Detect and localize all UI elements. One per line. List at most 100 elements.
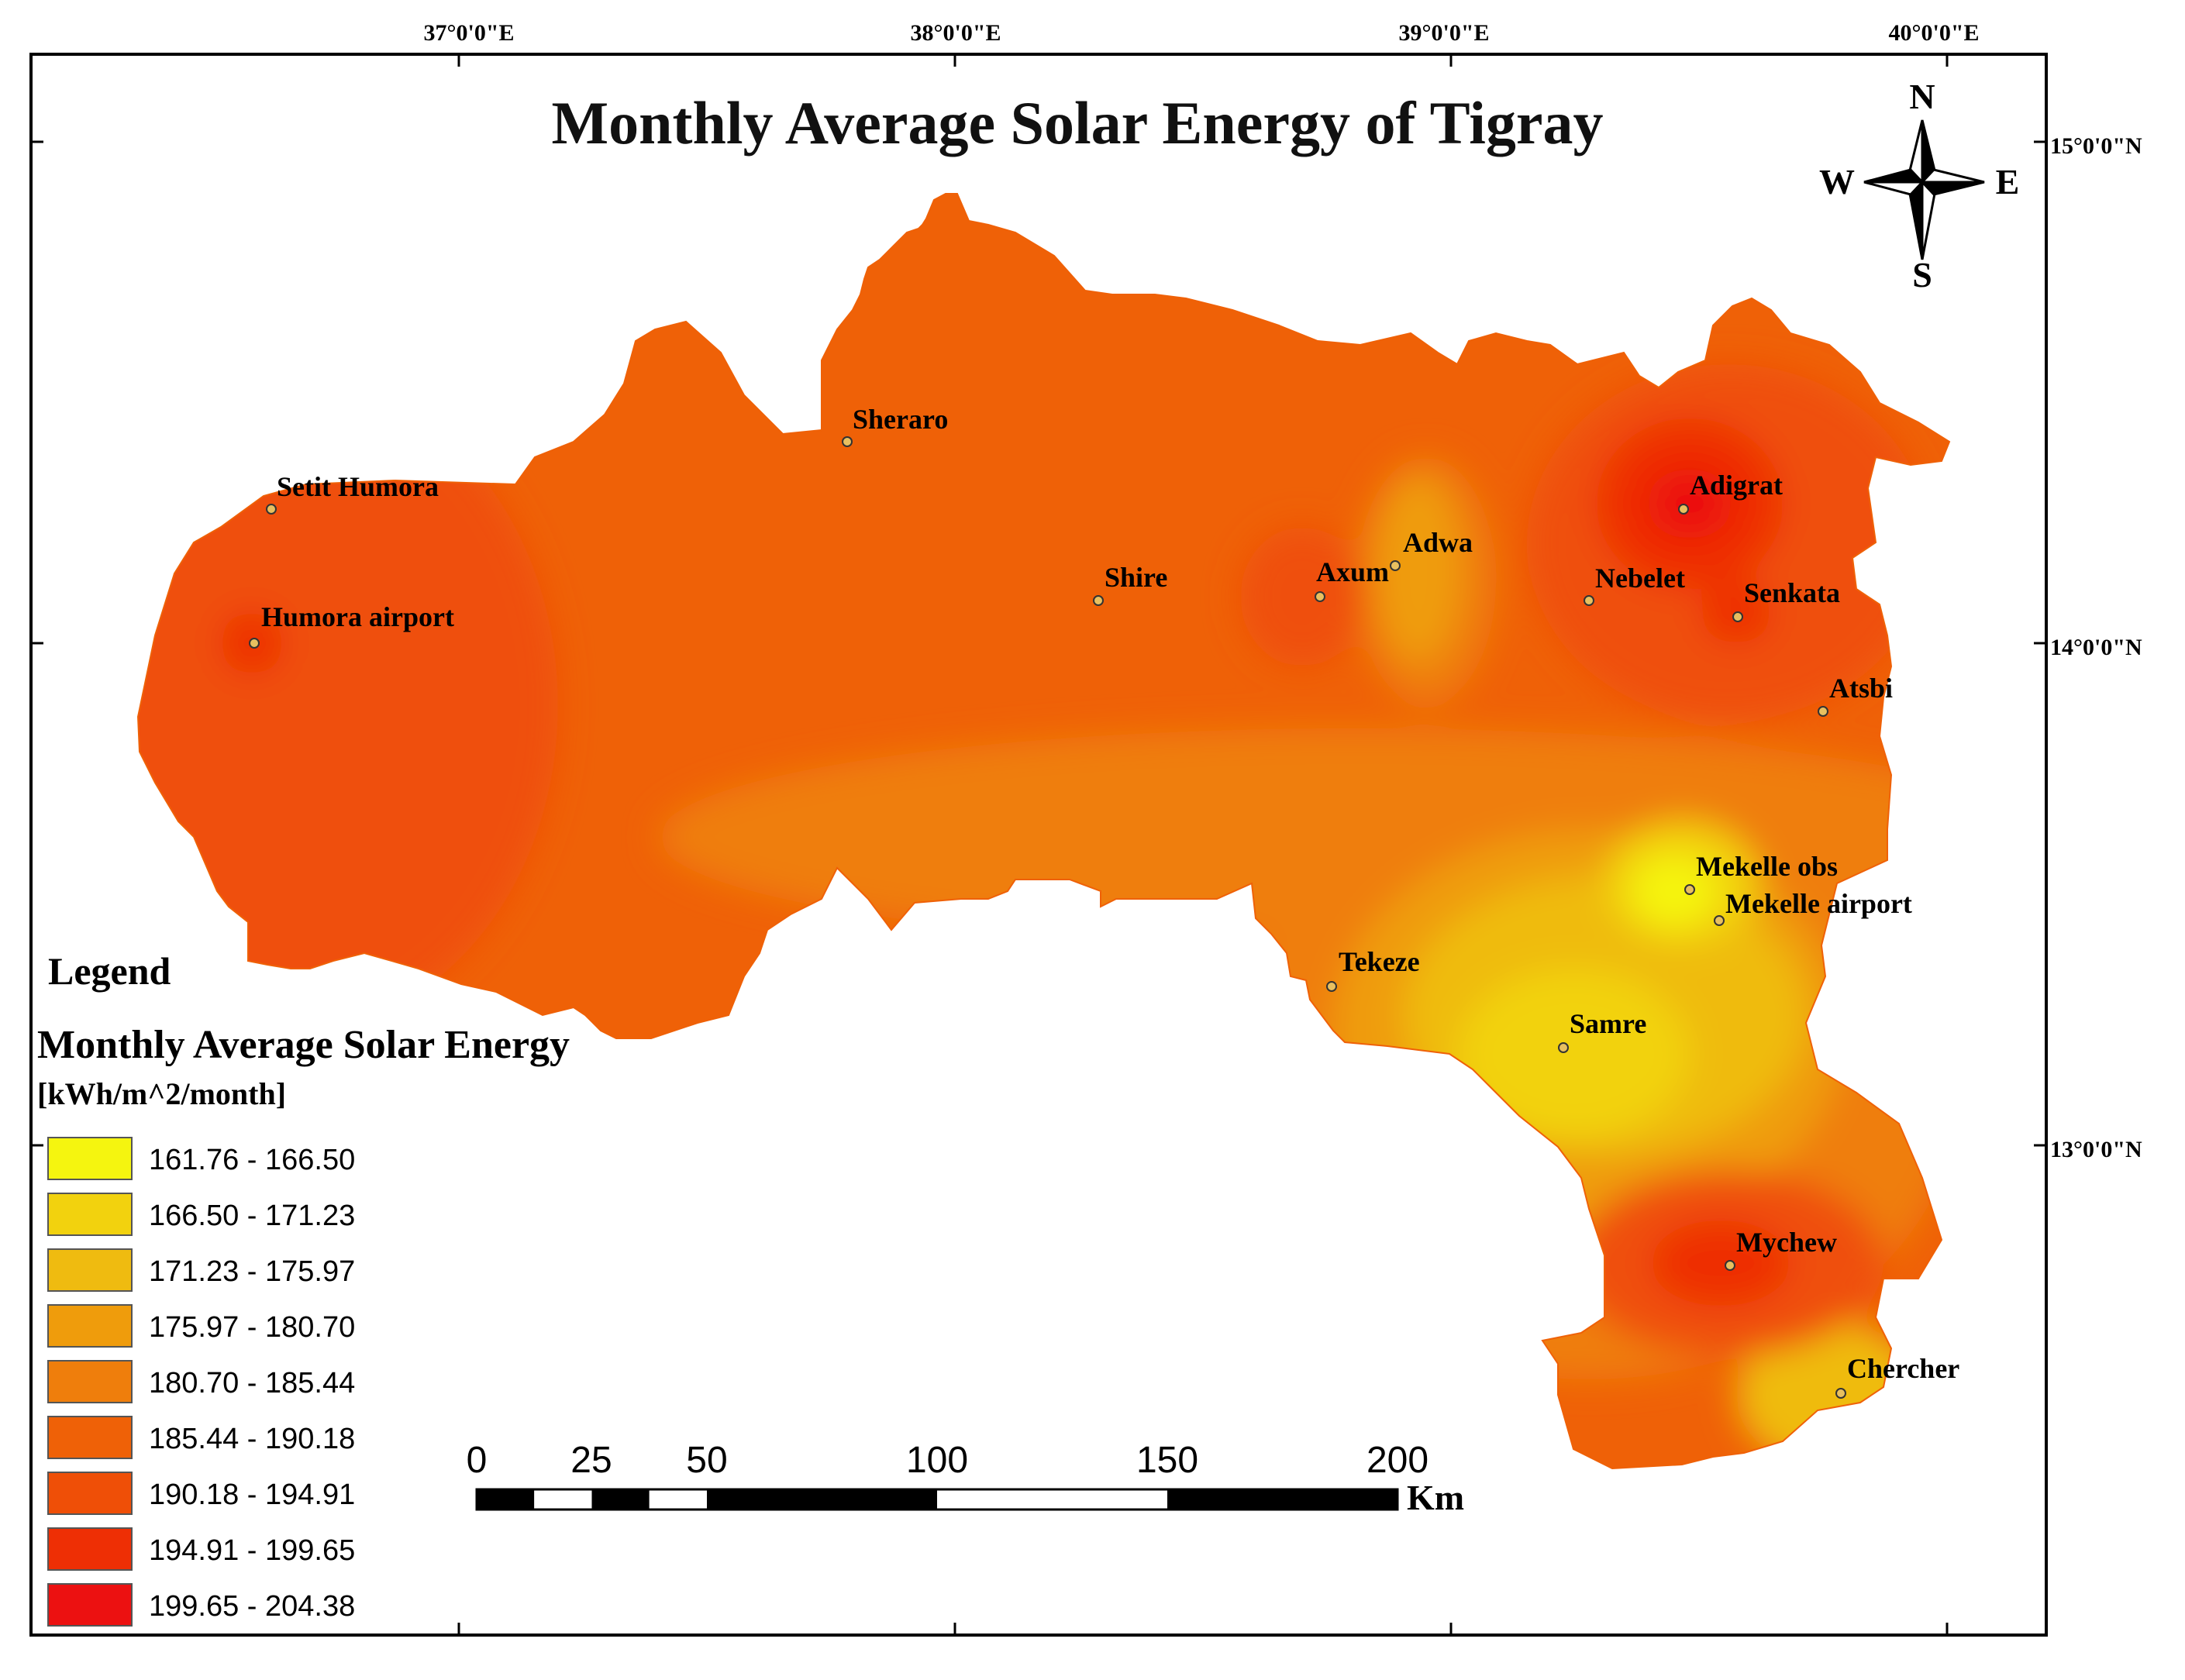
station-label: Tekeze [1339, 946, 1420, 977]
west-label: W [1819, 162, 1855, 201]
station-marker [1326, 981, 1337, 992]
south-label: S [1912, 255, 1932, 294]
lon-label-39: 39°0'0"E [1399, 20, 1490, 46]
map-title: Monthly Average Solar Energy of Tigray [551, 89, 1603, 157]
legend-unit: [kWh/m^2/month] [37, 1076, 286, 1111]
legend-swatch [47, 1527, 133, 1571]
station-label: Mychew [1736, 1227, 1837, 1258]
legend-swatch [47, 1193, 133, 1236]
legend-label: 180.70 - 185.44 [149, 1367, 355, 1399]
scale-unit: Km [1407, 1478, 1464, 1517]
station-marker [1714, 915, 1725, 926]
lat-label-15: 15°0'0"N [2050, 133, 2142, 159]
zone-199-204 [1647, 469, 1732, 539]
legend-label: 190.18 - 194.91 [149, 1479, 355, 1511]
station-marker [249, 638, 260, 649]
station-adigrat: Adigrat [1678, 470, 1783, 515]
station-adwa: Adwa [1390, 527, 1473, 571]
station-marker [1818, 706, 1828, 717]
legend-label: 194.91 - 199.65 [149, 1534, 355, 1567]
station-marker [1315, 591, 1325, 602]
scale-tick-100: 100 [906, 1440, 968, 1481]
scale-segment [591, 1489, 650, 1510]
compass-rose-icon [1863, 119, 1985, 260]
station-axum: Axum [1315, 556, 1389, 602]
station-label: Nebelet [1595, 563, 1685, 594]
station-humora-airport: Humora airport [249, 601, 454, 649]
legend-swatch [47, 1416, 133, 1459]
zone-166-171-samre [1457, 969, 1690, 1139]
station-marker [1093, 595, 1104, 606]
scale-tick-25: 25 [570, 1440, 612, 1481]
scale-tick-0: 0 [467, 1440, 488, 1481]
station-label: Shire [1105, 562, 1167, 593]
station-marker [266, 504, 277, 515]
station-setit-humora: Setit Humora [266, 471, 439, 515]
station-marker [1725, 1260, 1735, 1271]
station-atsbi: Atsbi [1818, 673, 1893, 717]
station-marker [1732, 611, 1743, 622]
zone-175-180-adwa [1376, 477, 1461, 663]
legend: Legend Monthly Average Solar Energy [kWh… [37, 949, 570, 1627]
legend-label: 161.76 - 166.50 [149, 1144, 355, 1176]
station-marker [842, 436, 853, 447]
station-label: Mekelle airport [1725, 888, 1912, 919]
station-tekeze: Tekeze [1326, 946, 1420, 992]
legend-heading: Legend [48, 949, 171, 993]
station-samre: Samre [1558, 1008, 1646, 1053]
legend-label: 166.50 - 171.23 [149, 1200, 355, 1232]
scale-segment [1167, 1489, 1398, 1510]
scale-segment [477, 1489, 535, 1510]
legend-items: 161.76 - 166.50 166.50 - 171.23 171.23 - 1… [47, 1137, 355, 1627]
station-label: Senkata [1744, 577, 1840, 608]
legend-swatch [47, 1304, 133, 1348]
station-marker [1558, 1042, 1569, 1053]
station-label: Atsbi [1829, 673, 1893, 704]
station-marker [1835, 1388, 1846, 1399]
station-sheraro: Sheraro [842, 404, 948, 447]
scale-segment [937, 1489, 1167, 1510]
scale-segment [707, 1489, 937, 1510]
station-marker [1678, 504, 1689, 515]
scale-tick-150: 150 [1136, 1440, 1198, 1481]
station-nebelet: Nebelet [1584, 563, 1685, 606]
station-label: Adwa [1403, 527, 1473, 558]
scale-bar-outline [475, 1488, 1399, 1511]
station-label: Setit Humora [277, 471, 439, 502]
station-senkata: Senkata [1732, 577, 1840, 622]
scale-tick-50: 50 [686, 1440, 727, 1481]
zone-190-194-axum [1240, 527, 1364, 666]
station-label: Chercher [1847, 1353, 1959, 1384]
north-arrow: N S W E [1819, 77, 2019, 294]
station-label: Adigrat [1690, 470, 1783, 501]
scale-segment [649, 1489, 707, 1510]
scale-tick-200: 200 [1366, 1440, 1429, 1481]
legend-label: 171.23 - 175.97 [149, 1255, 355, 1288]
legend-swatch [47, 1248, 133, 1292]
legend-field: Monthly Average Solar Energy [37, 1023, 570, 1067]
station-label: Samre [1570, 1008, 1646, 1039]
station-marker [1584, 595, 1594, 606]
station-chercher: Chercher [1835, 1353, 1959, 1399]
north-label: N [1909, 77, 1935, 116]
legend-label: 175.97 - 180.70 [149, 1311, 355, 1344]
lon-label-37: 37°0'0"E [424, 20, 515, 46]
scale-segment [534, 1489, 592, 1510]
east-label: E [1996, 162, 2020, 201]
scale-segments [477, 1489, 1398, 1510]
station-marker [1390, 560, 1401, 571]
zone-194-199-mychew [1651, 1220, 1790, 1306]
legend-swatch [47, 1137, 133, 1180]
station-mekelle-obs: Mekelle obs [1684, 851, 1838, 895]
station-label: Sheraro [853, 404, 948, 435]
scale-bar: 0 25 50 100 150 200 Km [467, 1440, 1464, 1517]
legend-swatch [47, 1360, 133, 1403]
lat-label-14: 14°0'0"N [2050, 635, 2142, 660]
lon-label-38: 38°0'0"E [911, 20, 1001, 46]
station-mychew: Mychew [1725, 1227, 1837, 1271]
legend-label: 199.65 - 204.38 [149, 1590, 355, 1623]
legend-swatch [47, 1583, 133, 1627]
station-marker [1684, 884, 1695, 895]
lat-label-13: 13°0'0"N [2050, 1137, 2142, 1162]
